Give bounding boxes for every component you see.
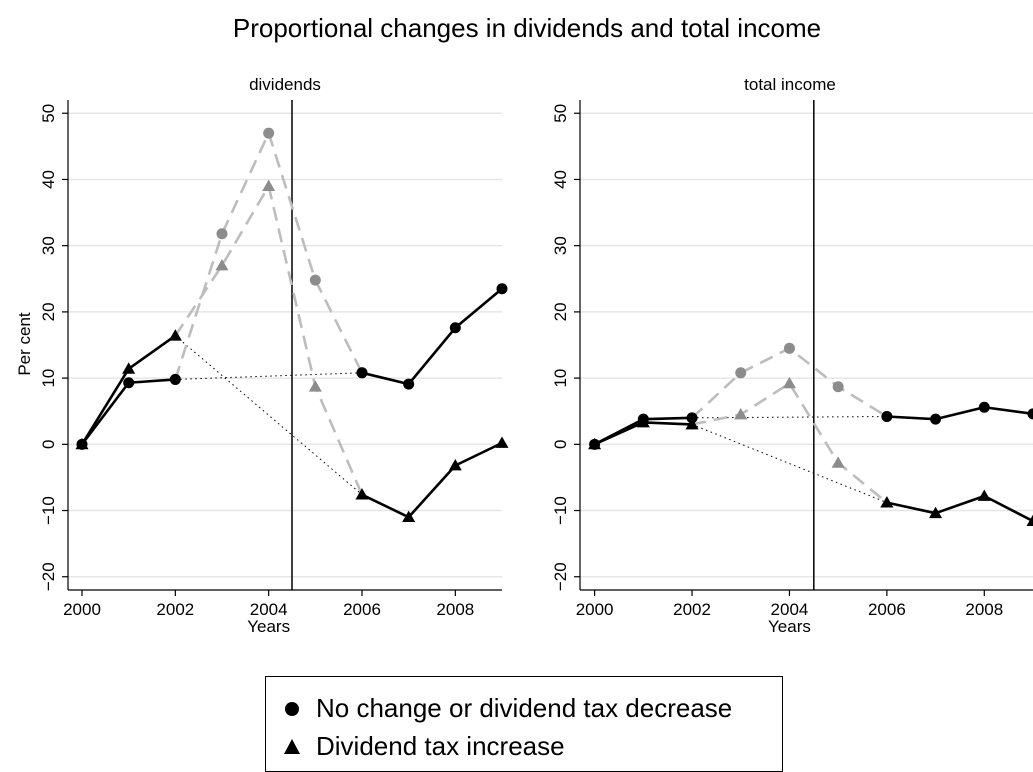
data-point-circle bbox=[170, 374, 181, 385]
data-point-triangle bbox=[356, 488, 369, 499]
legend-circle-marker bbox=[280, 697, 304, 721]
legend-item-no-change: No change or dividend tax decrease bbox=[280, 693, 732, 724]
legend-triangle-marker bbox=[280, 735, 304, 759]
series-line-solid bbox=[82, 379, 175, 444]
x-tick-label: 2008 bbox=[965, 600, 1003, 619]
data-point-triangle bbox=[734, 408, 747, 419]
y-tick-label: 20 bbox=[551, 302, 570, 321]
y-tick-label: −20 bbox=[39, 562, 58, 591]
panel-title: dividends bbox=[249, 75, 321, 94]
data-point-circle bbox=[1028, 408, 1033, 419]
y-tick-label: 40 bbox=[39, 170, 58, 189]
chart-panel-total-income: total income −20 −10 0 10 20 30 40 50 2000 2002 200… bbox=[551, 75, 1033, 636]
data-point-circle bbox=[930, 414, 941, 425]
data-point-circle bbox=[979, 402, 990, 413]
y-tick-label: −20 bbox=[551, 562, 570, 591]
data-point-circle bbox=[450, 322, 461, 333]
y-tick-label: 10 bbox=[39, 369, 58, 388]
data-point-triangle bbox=[496, 437, 509, 448]
y-tick-label: 0 bbox=[39, 440, 58, 449]
data-point-circle bbox=[881, 411, 892, 422]
data-point-triangle bbox=[309, 380, 322, 391]
x-tick-label: 2002 bbox=[673, 600, 711, 619]
series-line-dashed bbox=[175, 133, 362, 379]
y-tick-label: −10 bbox=[551, 496, 570, 525]
series-line-solid bbox=[887, 496, 1033, 521]
data-point-circle bbox=[784, 343, 795, 354]
x-tick-label: 2000 bbox=[576, 600, 614, 619]
data-point-circle bbox=[263, 128, 274, 139]
legend-label: Dividend tax increase bbox=[316, 731, 565, 762]
series-line-dashed bbox=[175, 186, 362, 495]
data-point-triangle bbox=[978, 489, 991, 500]
data-point-circle bbox=[403, 379, 414, 390]
series-line-dashed bbox=[692, 383, 887, 502]
legend-item-tax-increase: Dividend tax increase bbox=[280, 731, 565, 762]
y-axis-title: Per cent bbox=[15, 312, 34, 376]
y-tick-label: 30 bbox=[39, 236, 58, 255]
data-point-circle bbox=[310, 275, 321, 286]
series-line-solid bbox=[362, 443, 502, 517]
data-point-triangle bbox=[1027, 515, 1033, 526]
x-tick-label: 2008 bbox=[436, 600, 474, 619]
y-tick-label: 50 bbox=[551, 104, 570, 123]
chart-title: Proportional changes in dividends and to… bbox=[233, 13, 821, 43]
series-line-solid bbox=[887, 407, 1033, 419]
series-line-dotted bbox=[692, 424, 887, 502]
data-point-triangle bbox=[216, 259, 229, 270]
y-tick-label: −10 bbox=[39, 496, 58, 525]
y-tick-label: 40 bbox=[551, 170, 570, 189]
data-point-triangle bbox=[262, 180, 275, 191]
series-line-solid bbox=[362, 289, 502, 384]
data-point-triangle bbox=[880, 496, 893, 507]
data-point-circle bbox=[217, 228, 228, 239]
y-tick-label: 0 bbox=[551, 440, 570, 449]
x-axis-title: Years bbox=[768, 617, 811, 636]
data-point-circle bbox=[497, 283, 508, 294]
x-axis-title: Years bbox=[247, 617, 290, 636]
x-tick-label: 2000 bbox=[63, 600, 101, 619]
data-point-circle bbox=[833, 381, 844, 392]
y-tick-label: 20 bbox=[39, 302, 58, 321]
series-line-dotted bbox=[175, 336, 362, 495]
y-tick-label: 50 bbox=[39, 104, 58, 123]
data-point-circle bbox=[123, 377, 134, 388]
legend: No change or dividend tax decrease Divid… bbox=[265, 676, 783, 772]
data-point-triangle bbox=[832, 456, 845, 467]
y-tick-label: 30 bbox=[551, 236, 570, 255]
legend-label: No change or dividend tax decrease bbox=[316, 693, 732, 724]
data-point-circle bbox=[735, 367, 746, 378]
x-tick-label: 2002 bbox=[156, 600, 194, 619]
panel-title: total income bbox=[744, 75, 836, 94]
y-tick-label: 10 bbox=[551, 369, 570, 388]
series-line-solid bbox=[82, 336, 175, 445]
data-point-circle bbox=[357, 367, 368, 378]
x-tick-label: 2006 bbox=[343, 600, 381, 619]
x-tick-label: 2006 bbox=[868, 600, 906, 619]
